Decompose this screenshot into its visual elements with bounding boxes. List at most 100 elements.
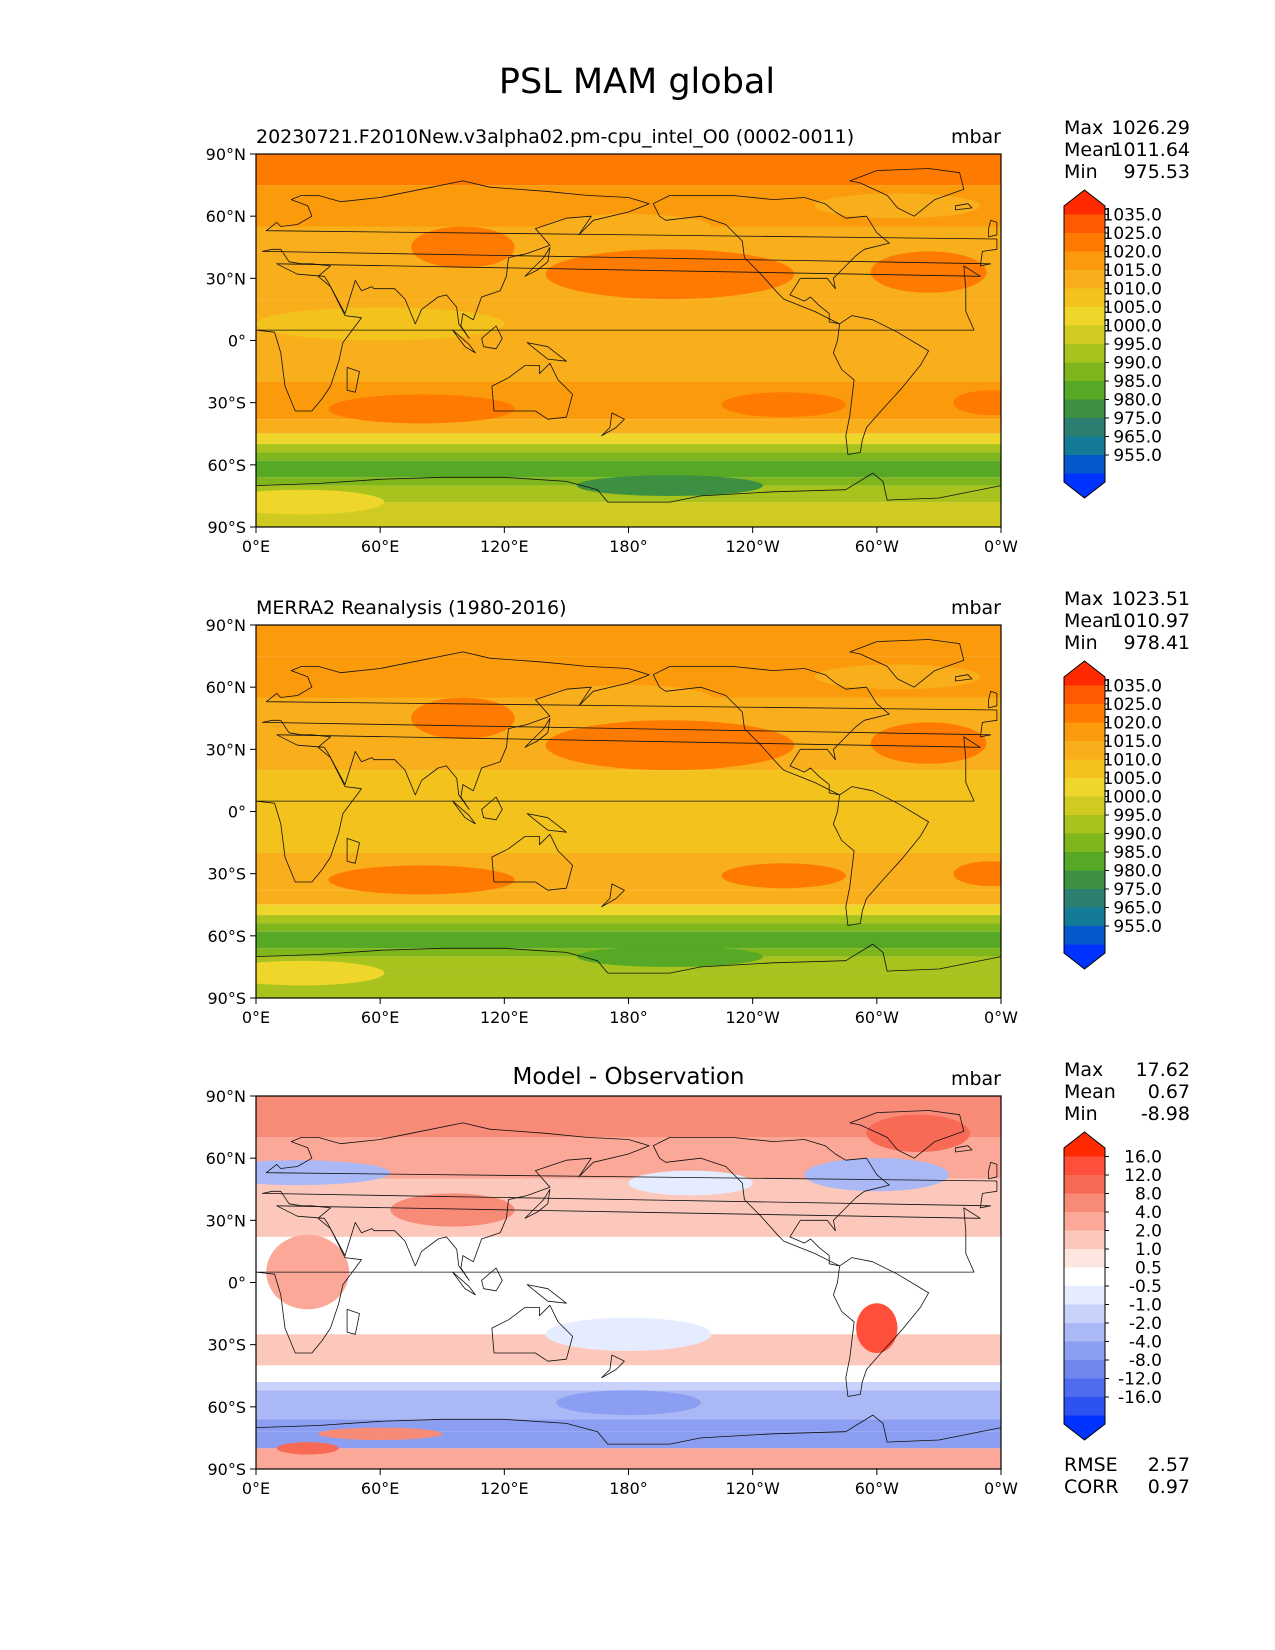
stat-value-min: 975.53 xyxy=(1124,161,1190,183)
colorbar-tick-label: 1000.0 xyxy=(1103,317,1162,337)
lat-tick-label: 30°N xyxy=(206,269,246,288)
metric-label-rmse: RMSE xyxy=(1064,1454,1118,1476)
lat-tick-label: 60°N xyxy=(206,678,246,697)
coastline-iceland xyxy=(955,1145,973,1153)
lat-tick-label: 30°N xyxy=(206,740,246,759)
colorbar-segment xyxy=(1064,288,1105,308)
high-north-pacific xyxy=(545,720,795,771)
colorbar-tick-label: 1025.0 xyxy=(1103,695,1162,715)
high-south-indian xyxy=(328,865,515,895)
field-band xyxy=(256,931,1001,949)
colorbar-segment xyxy=(1064,436,1105,456)
colorbar-outline xyxy=(1063,660,1106,970)
colorbar-segment xyxy=(1064,926,1105,945)
stat-label-min: Min xyxy=(1064,1103,1098,1125)
panel-title: 20230721.F2010New.v3alpha02.pm-cpu_intel… xyxy=(256,126,854,148)
stat-value-max: 1026.29 xyxy=(1111,117,1190,139)
icelandic-low xyxy=(814,193,981,219)
coastline-sumatra xyxy=(452,329,476,354)
colorbar-tick-label: 1010.0 xyxy=(1103,751,1162,771)
coastline-africa xyxy=(256,734,981,883)
colorbar-extend-min xyxy=(1064,1415,1105,1440)
colorbar-segment xyxy=(1064,815,1105,834)
colorbar-tick-label: 1010.0 xyxy=(1103,280,1162,300)
coastline-iceland xyxy=(955,203,973,211)
coastline-antarctica xyxy=(256,943,1001,998)
coastline-northAmerica xyxy=(652,1137,890,1267)
high-south-atlantic xyxy=(953,390,1001,416)
coastline-australia xyxy=(491,362,573,420)
colorbar-outline xyxy=(1063,189,1106,499)
colorbar-tick-label: -2.0 xyxy=(1129,1314,1162,1334)
colorbar-segment xyxy=(1064,1360,1105,1379)
lon-tick-label: 0°W xyxy=(984,1479,1018,1498)
coastline-africa xyxy=(256,263,981,412)
stat-label-mean: Mean xyxy=(1064,139,1116,161)
diff-band xyxy=(256,1448,1001,1469)
lon-tick-label: 120°W xyxy=(725,537,780,556)
coastline-newZealand xyxy=(601,412,625,437)
colorbar-tick-label: 1020.0 xyxy=(1103,714,1162,734)
colorbar-segment xyxy=(1064,1397,1105,1416)
coastline-greenland xyxy=(849,1110,965,1159)
colorbar-tick-label: 985.0 xyxy=(1113,372,1162,392)
colorbar-segment xyxy=(1064,214,1105,234)
colorbar-tick-label: 965.0 xyxy=(1113,428,1162,448)
figure-title: PSL MAM global xyxy=(499,62,775,102)
colorbar-segment xyxy=(1064,362,1105,382)
coastline-northAmerica xyxy=(652,666,890,796)
lat-tick-label: 30°S xyxy=(207,394,246,413)
coastline-borneo xyxy=(481,796,503,821)
lat-tick-label: 60°N xyxy=(206,1149,246,1168)
colorbar-segment xyxy=(1064,1230,1105,1250)
lat-tick-label: 90°N xyxy=(206,616,246,635)
colorbar-segment xyxy=(1064,1341,1105,1361)
high-south-atlantic xyxy=(953,861,1001,887)
coastline-britain xyxy=(988,690,998,709)
lon-tick-label: 120°E xyxy=(480,1008,529,1027)
colorbar-tick-label: 965.0 xyxy=(1113,899,1162,919)
stat-value-mean: 1010.97 xyxy=(1111,610,1190,632)
colorbar-tick-label: -16.0 xyxy=(1118,1388,1162,1408)
colorbar-segment xyxy=(1064,852,1105,871)
lat-tick-label: 60°S xyxy=(207,456,246,475)
lat-tick-label: 30°S xyxy=(207,865,246,884)
lat-tick-label: 0° xyxy=(228,1274,246,1293)
colorbar-segment xyxy=(1064,1156,1105,1176)
lon-tick-label: 180° xyxy=(609,537,648,556)
stat-label-mean: Mean xyxy=(1064,610,1116,632)
colorbar-tick-label: 8.0 xyxy=(1135,1185,1162,1205)
coastline-madagascar xyxy=(346,838,360,864)
colorbar-tick-label: 2.0 xyxy=(1135,1222,1162,1242)
field-band xyxy=(256,433,1001,445)
colorbar-tick-label: 1015.0 xyxy=(1103,261,1162,281)
colorbar-segment xyxy=(1064,455,1105,474)
asia-positive xyxy=(390,1193,515,1227)
colorbar-segment xyxy=(1064,399,1105,419)
map-panel-diff: 90°N 60°N 30°N 0° 30°S 60°S 90°S0°E 60°E 120°E 18… xyxy=(206,1059,1190,1498)
coastline-japan xyxy=(524,717,551,748)
colorbar-tick-label: 995.0 xyxy=(1113,806,1162,826)
stat-label-mean: Mean xyxy=(1064,1081,1116,1103)
high-south-pacific xyxy=(721,392,846,418)
colorbar-extend-min xyxy=(1064,944,1105,969)
diff-band xyxy=(256,1419,1001,1432)
colorbar-tick-label: 975.0 xyxy=(1113,409,1162,429)
colorbar-tick-label: 1000.0 xyxy=(1103,788,1162,808)
lat-tick-label: 90°S xyxy=(207,989,246,1008)
field-band xyxy=(256,452,1001,461)
colorbar: 1035.01025.01020.01015.01010.01005.01000… xyxy=(1063,660,1162,970)
units-label: mbar xyxy=(951,126,1001,148)
field-band xyxy=(256,904,1001,916)
lon-tick-label: 60°W xyxy=(855,1479,899,1498)
map-panel-test: 90°N 60°N 30°N 0° 30°S 60°S 90°S0°E 60°E 120°E 18… xyxy=(206,117,1190,556)
colorbar-tick-label: 0.5 xyxy=(1135,1259,1162,1279)
coastline-borneo xyxy=(481,1267,503,1292)
colorbar-segment xyxy=(1064,251,1105,271)
coastline-southAmerica xyxy=(833,315,929,455)
stat-label-max: Max xyxy=(1064,117,1103,139)
colorbar-extend-max xyxy=(1064,1132,1105,1157)
colorbar-segment xyxy=(1064,418,1105,437)
lat-tick-label: 30°N xyxy=(206,1211,246,1230)
coastline-madagascar xyxy=(346,366,360,393)
